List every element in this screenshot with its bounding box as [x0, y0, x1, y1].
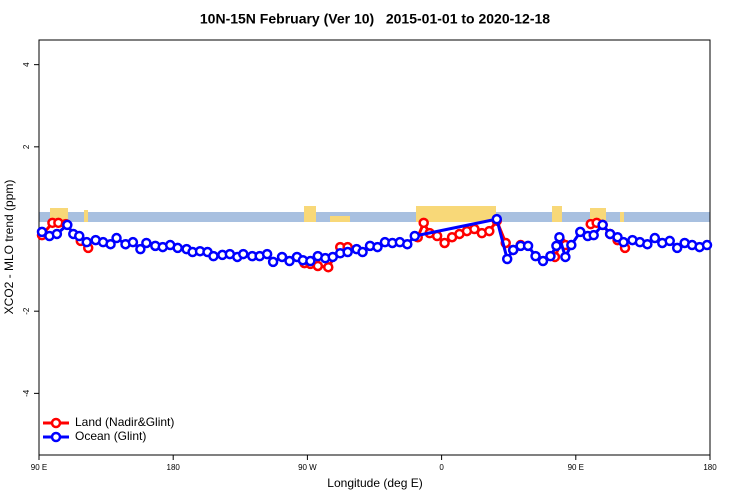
- point: [172, 242, 183, 254]
- y-axis-label: XCO2 - MLO trend (ppm): [2, 180, 16, 315]
- point: [62, 219, 73, 231]
- point: [545, 250, 556, 262]
- point: [74, 230, 85, 242]
- x-axis-label: Longitude (deg E): [327, 476, 422, 490]
- point: [501, 253, 513, 265]
- point: [439, 237, 450, 249]
- point: [357, 246, 368, 258]
- chart-title: 10N-15N February (Ver 10) 2015-01-01 to …: [200, 11, 550, 27]
- point: [323, 261, 334, 273]
- point: [261, 248, 273, 260]
- point: [522, 240, 534, 252]
- point: [105, 238, 116, 250]
- point: [267, 256, 279, 268]
- point: [141, 237, 152, 249]
- point: [597, 219, 608, 231]
- point: [537, 255, 549, 267]
- legend-marker: [50, 431, 62, 443]
- point: [284, 255, 295, 267]
- point: [618, 236, 629, 248]
- point: [127, 236, 139, 248]
- point: [575, 226, 586, 238]
- point: [409, 230, 421, 242]
- land-patch: [416, 206, 496, 222]
- point: [642, 238, 653, 250]
- point: [372, 241, 383, 253]
- point: [276, 251, 288, 263]
- point: [135, 243, 146, 255]
- legend-marker: [50, 417, 62, 429]
- land-patch: [330, 216, 350, 222]
- point: [305, 255, 316, 267]
- point: [51, 228, 63, 240]
- point: [342, 246, 353, 258]
- y-tick-label: -2: [22, 307, 31, 315]
- x-tick-label: 90 E: [568, 463, 584, 472]
- land-patch: [304, 206, 316, 222]
- x-tick-label: 90 W: [298, 463, 317, 472]
- land-patch: [84, 210, 88, 222]
- x-tick-label: 0: [439, 463, 444, 472]
- point: [418, 217, 429, 229]
- x-tick-label: 180: [703, 463, 717, 472]
- point: [560, 251, 571, 263]
- point: [491, 213, 503, 225]
- point: [507, 244, 519, 256]
- point: [208, 250, 219, 262]
- point: [664, 235, 675, 247]
- legend-label: Ocean (Glint): [75, 429, 146, 443]
- point: [238, 248, 249, 260]
- point: [484, 225, 495, 237]
- legend-label: Land (Nadir&Glint): [75, 415, 174, 429]
- point: [649, 232, 661, 244]
- land-patch: [552, 206, 562, 222]
- point: [111, 232, 122, 244]
- point: [671, 242, 683, 254]
- x-tick-label: 180: [167, 463, 181, 472]
- point: [551, 240, 562, 252]
- point: [36, 226, 48, 238]
- y-tick-label: 4: [22, 62, 31, 67]
- point: [402, 238, 413, 250]
- x-tick-label: 90 E: [31, 463, 47, 472]
- land-patch: [620, 212, 624, 222]
- point: [701, 239, 713, 251]
- ocean-band: [39, 212, 710, 222]
- point: [81, 236, 92, 248]
- y-tick-label: 2: [22, 144, 31, 149]
- point: [530, 250, 541, 262]
- point: [566, 239, 577, 251]
- point: [312, 260, 324, 272]
- y-tick-label: -4: [22, 389, 31, 397]
- point: [588, 229, 599, 241]
- point: [554, 231, 565, 243]
